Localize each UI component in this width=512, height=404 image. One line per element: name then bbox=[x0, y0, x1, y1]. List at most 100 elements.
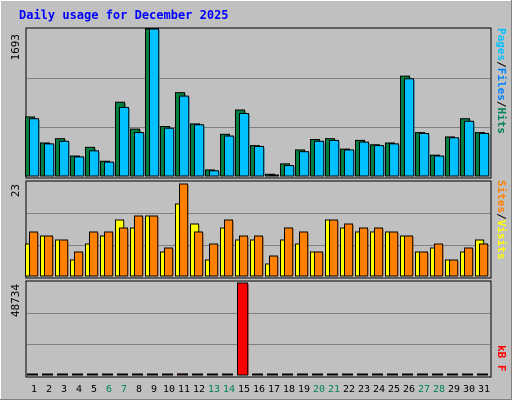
bar-files-day-26 bbox=[404, 78, 414, 177]
bar-files-day-13 bbox=[209, 170, 219, 177]
x-axis-day-labels: 1 2 3 4 5 6 7 8 9 10 11 12 13 14 15 16 17 18 19 20 21 22 23 24 2… bbox=[31, 384, 490, 395]
chart-title: Daily usage for December 2025 bbox=[19, 8, 229, 22]
bar-sites-day-21 bbox=[329, 219, 338, 277]
day-label-10: 10 bbox=[163, 384, 175, 395]
bar-files-day-2 bbox=[44, 143, 54, 177]
day-label-16: 16 bbox=[253, 384, 265, 395]
bar-sites-day-14 bbox=[224, 219, 233, 277]
bar-kbytes-day-3 bbox=[57, 373, 68, 376]
bar-kbytes-day-20 bbox=[312, 373, 323, 376]
legend-kb: kB F bbox=[495, 345, 508, 372]
day-label-2: 2 bbox=[46, 384, 52, 395]
bar-files-day-5 bbox=[89, 150, 99, 177]
bar-sites-day-25 bbox=[389, 231, 398, 277]
bar-kbytes-day-13 bbox=[207, 373, 218, 376]
bar-files-day-22 bbox=[344, 149, 354, 177]
day-label-30: 30 bbox=[463, 384, 475, 395]
bar-files-day-16 bbox=[254, 145, 264, 177]
day-label-14: 14 bbox=[223, 384, 235, 395]
day-label-7: 7 bbox=[121, 384, 127, 395]
day-label-22: 22 bbox=[343, 384, 355, 395]
bar-kbytes-day-12 bbox=[192, 373, 203, 376]
bar-sites-day-13 bbox=[209, 243, 218, 277]
bar-files-day-6 bbox=[104, 161, 114, 177]
day-label-4: 4 bbox=[76, 384, 82, 395]
bar-sites-day-17 bbox=[269, 255, 278, 277]
day-label-31: 31 bbox=[478, 384, 490, 395]
day-label-29: 29 bbox=[448, 384, 460, 395]
day-label-25: 25 bbox=[388, 384, 400, 395]
legend-sites: Sites bbox=[495, 180, 508, 213]
bar-files-day-3 bbox=[59, 140, 69, 177]
day-label-12: 12 bbox=[193, 384, 205, 395]
panel-kbytes-bars bbox=[27, 282, 488, 376]
bar-files-day-23 bbox=[359, 141, 369, 177]
day-label-17: 17 bbox=[268, 384, 280, 395]
bar-files-day-29 bbox=[449, 137, 459, 177]
bar-kbytes-day-24 bbox=[372, 373, 383, 376]
bar-files-day-12 bbox=[194, 124, 204, 177]
bar-kbytes-day-11 bbox=[177, 373, 188, 376]
panel-kbytes-max-label: 48734 bbox=[9, 284, 22, 317]
bar-kbytes-day-31 bbox=[477, 373, 488, 376]
day-label-19: 19 bbox=[298, 384, 310, 395]
legend-hits: Hits bbox=[495, 108, 508, 135]
bar-kbytes-day-6 bbox=[102, 373, 113, 376]
bar-files-day-1 bbox=[29, 118, 39, 177]
bar-kbytes-day-19 bbox=[297, 373, 308, 376]
bar-sites-day-16 bbox=[254, 235, 263, 277]
bar-files-day-27 bbox=[419, 132, 429, 177]
bar-files-day-30 bbox=[464, 120, 474, 177]
bar-kbytes-day-22 bbox=[342, 373, 353, 376]
panel-kbytes-background bbox=[25, 280, 492, 378]
day-label-1: 1 bbox=[31, 384, 37, 395]
bar-kbytes-day-10 bbox=[162, 373, 173, 376]
bar-files-day-18 bbox=[284, 165, 294, 177]
bar-files-day-14 bbox=[224, 135, 234, 177]
bar-kbytes-day-2 bbox=[42, 373, 53, 376]
panel-hits-max-label: 1693 bbox=[9, 34, 22, 61]
bar-files-day-4 bbox=[74, 156, 84, 177]
day-label-20: 20 bbox=[313, 384, 325, 395]
bar-sites-day-6 bbox=[104, 231, 113, 277]
bar-kbytes-day-9 bbox=[147, 373, 158, 376]
day-label-15: 15 bbox=[238, 384, 250, 395]
legend-hits-files-pages: Pages/Files/Hits bbox=[495, 28, 508, 134]
bar-kbytes-day-28 bbox=[432, 373, 443, 376]
legend-visits-sites: Sites/Visits bbox=[495, 180, 508, 260]
day-label-27: 27 bbox=[418, 384, 430, 395]
bar-kbytes-day-18 bbox=[282, 373, 293, 376]
bar-kbytes-day-16 bbox=[252, 373, 263, 376]
legend-visits: Visits bbox=[495, 220, 508, 260]
bar-sites-day-9 bbox=[149, 215, 158, 277]
bar-files-day-9 bbox=[149, 28, 159, 177]
bar-sites-day-1 bbox=[29, 231, 38, 277]
bar-sites-day-29 bbox=[449, 259, 458, 277]
bar-files-day-15 bbox=[239, 112, 249, 177]
panel-kbytes-gridlines bbox=[27, 313, 490, 345]
bar-kbytes-day-4 bbox=[72, 373, 83, 376]
day-label-24: 24 bbox=[373, 384, 385, 395]
bar-files-day-17 bbox=[269, 174, 279, 177]
bar-kbytes-day-8 bbox=[132, 373, 143, 376]
day-label-11: 11 bbox=[178, 384, 190, 395]
panel-visits-max-label: 23 bbox=[9, 184, 22, 197]
bar-files-day-11 bbox=[179, 95, 189, 177]
day-label-8: 8 bbox=[136, 384, 142, 395]
bar-files-day-24 bbox=[374, 145, 384, 177]
panel-hits-bars bbox=[25, 28, 490, 177]
day-label-3: 3 bbox=[61, 384, 67, 395]
bar-sites-day-26 bbox=[404, 235, 413, 277]
legend-sep-3: / bbox=[495, 213, 508, 220]
bar-kbytes-day-1 bbox=[27, 373, 38, 376]
bar-files-day-21 bbox=[329, 139, 339, 177]
bar-files-day-28 bbox=[434, 155, 444, 177]
legend-sep-2: / bbox=[495, 101, 508, 108]
bar-sites-day-18 bbox=[284, 227, 293, 277]
bar-files-day-8 bbox=[134, 132, 144, 177]
bar-sites-day-28 bbox=[434, 243, 443, 277]
bar-sites-day-10 bbox=[164, 247, 173, 277]
bar-files-day-25 bbox=[389, 143, 399, 177]
bar-files-day-7 bbox=[119, 106, 129, 177]
